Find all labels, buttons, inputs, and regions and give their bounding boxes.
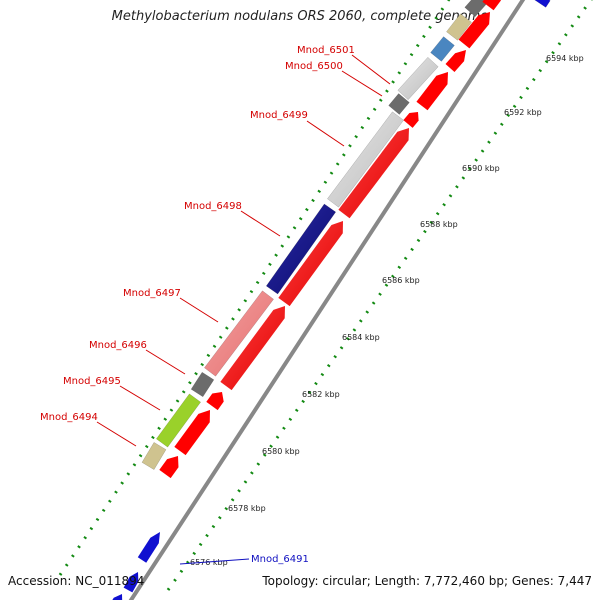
cds-arrow-6500 [403, 112, 419, 128]
cds-arrow-blue-3 [112, 594, 123, 600]
cds-arrow-6501 [416, 72, 448, 111]
gene-label: Mnod_6501 [297, 45, 355, 56]
gene-track [112, 0, 551, 600]
scale-label: 6590 kbp [462, 164, 500, 173]
gene-box-blue-corner [534, 0, 551, 8]
leader-line [351, 54, 391, 85]
scale-label: 6580 kbp [262, 447, 300, 456]
scale-label: 6578 kbp [228, 504, 266, 513]
leader-line [145, 349, 186, 375]
gene-box-6494 [141, 442, 167, 470]
scale-label: 6586 kbp [382, 276, 420, 285]
scale-label: 6584 kbp [342, 333, 380, 342]
gene-label: Mnod_6498 [184, 201, 242, 212]
gene-box-6497 [204, 290, 274, 377]
gene-box-blue-top [430, 36, 455, 62]
backbone [128, 0, 526, 600]
scale-label: 6588 kbp [420, 220, 458, 229]
gene-label: Mnod_6497 [123, 288, 181, 299]
cds-arrow-6494 [159, 456, 179, 479]
cds-arrow-6503 [458, 12, 490, 49]
gene-label: Mnod_6500 [285, 61, 343, 72]
gene-box-gray-top [464, 0, 491, 18]
cds-arrow-6498 [278, 221, 343, 307]
leader-line [179, 558, 250, 565]
cds-arrow-6495 [174, 410, 210, 456]
leader-line [306, 120, 345, 147]
cds-arrow-6496 [206, 392, 224, 411]
cds-arrow-6497 [220, 306, 285, 391]
leader-line [96, 421, 137, 447]
backbone-line [128, 0, 526, 600]
gene-label: Mnod_6495 [63, 376, 121, 387]
cds-arrow-blue-1 [137, 532, 160, 563]
gene-box-khaki-top [446, 13, 472, 41]
gene-box-6499 [327, 111, 404, 208]
scale-label: 6576 kbp [190, 558, 228, 567]
gene-labels: Mnod_6501 Mnod_6500 Mnod_6499 Mnod_6498 Mnod… [40, 45, 391, 565]
accession-text: Accession: NC_011894 [8, 574, 145, 588]
scale-label: 6582 kbp [302, 390, 340, 399]
leader-line [341, 70, 383, 97]
gene-label: Mnod_6499 [250, 110, 308, 121]
genome-title: Methylobacterium nodulans ORS 2060, comp… [111, 9, 489, 24]
scale-label: 6592 kbp [504, 108, 542, 117]
scale-label: 6594 kbp [546, 54, 584, 63]
gene-box-6495 [156, 393, 201, 448]
gene-box-6501 [397, 56, 439, 101]
cds-arrow-6499 [338, 128, 409, 219]
leader-line [179, 297, 219, 323]
gene-label: Mnod_6494 [40, 412, 98, 423]
leader-line [240, 210, 281, 237]
cds-arrow-blue-2 [123, 572, 139, 593]
cds-arrow-6502 [445, 50, 466, 72]
gene-label: Mnod_6491 [251, 554, 309, 565]
gene-box-6498 [265, 203, 337, 295]
gene-label: Mnod_6496 [89, 340, 147, 351]
genome-summary-text: Topology: circular; Length: 7,772,460 bp… [262, 574, 592, 588]
gc-dots-lower [166, 0, 593, 591]
leader-line [119, 385, 161, 411]
gene-box-6496 [190, 371, 215, 398]
cds-arrow-top [482, 0, 501, 11]
scale-ticks: 6576 kbp 6578 kbp 6580 kbp 6582 kbp 6584 kbp… [190, 54, 584, 567]
gene-box-6500 [388, 93, 410, 115]
